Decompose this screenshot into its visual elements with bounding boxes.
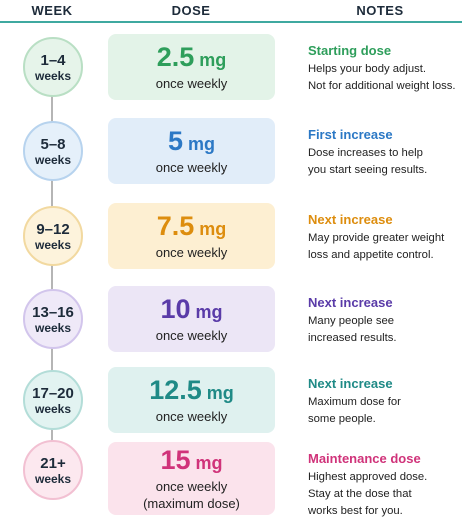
dose-box: 15 mg once weekly (maximum dose): [108, 442, 275, 515]
dose-frequency: once weekly: [155, 76, 228, 91]
dose-frequency: once weekly: [155, 479, 228, 494]
timeline: [51, 70, 53, 470]
note-line: Stay at the dose that: [308, 488, 412, 500]
dose-number: 10: [160, 294, 191, 324]
dose-unit: mg: [195, 302, 223, 322]
header-week: WEEK: [31, 3, 73, 18]
dose-number: 15: [160, 445, 191, 475]
week-range: 1–4: [40, 51, 66, 69]
note-line: May provide greater weight: [308, 232, 445, 244]
dose-value: 7.5 mg: [157, 211, 227, 244]
week-unit: weeks: [34, 152, 72, 167]
week-circle: 9–12 weeks: [23, 206, 83, 266]
dose-number: 5: [167, 126, 184, 156]
note-title: Next increase: [308, 295, 393, 310]
note-line: loss and appetite control.: [308, 249, 434, 261]
week-unit: weeks: [34, 237, 72, 252]
dose-unit: mg: [206, 383, 234, 403]
header-notes: NOTES: [356, 3, 404, 18]
note-line: you start seeing results.: [308, 164, 428, 176]
week-circle: 13–16 weeks: [23, 289, 83, 349]
note-line: Many people see: [308, 315, 395, 327]
week-unit: weeks: [34, 320, 72, 335]
note-line: some people.: [308, 413, 376, 425]
note-line: works best for you.: [308, 505, 403, 517]
dose-value: 2.5 mg: [157, 42, 227, 75]
week-unit: weeks: [34, 401, 72, 416]
note-title: Next increase: [308, 376, 393, 391]
note-title: Maintenance dose: [308, 451, 421, 466]
note-title: Starting dose: [308, 43, 392, 58]
week-circle: 17–20 weeks: [23, 370, 83, 430]
note: Next increase May provide greater weight l…: [308, 211, 462, 264]
dose-frequency: once weekly: [155, 409, 228, 424]
dose-unit: mg: [188, 134, 216, 154]
dose-number: 12.5: [149, 375, 202, 405]
week-range: 17–20: [32, 384, 74, 402]
dose-unit: mg: [199, 50, 227, 70]
week-range: 5–8: [40, 135, 66, 153]
note: Maintenance dose Highest approved dose. St…: [308, 450, 462, 517]
dose-value: 5 mg: [168, 126, 215, 159]
dose-extra: (maximum dose): [143, 496, 240, 511]
week-circle: 21+ weeks: [23, 440, 83, 500]
note-title: First increase: [308, 127, 393, 142]
note: Starting dose Helps your body adjust. Not …: [308, 42, 462, 95]
note: Next increase Many people see increased re…: [308, 294, 462, 347]
dose-unit: mg: [199, 219, 227, 239]
dose-box: 5 mg once weekly: [108, 118, 275, 184]
note: First increase Dose increases to help you …: [308, 126, 462, 179]
week-circle: 1–4 weeks: [23, 37, 83, 97]
week-range: 9–12: [36, 220, 70, 238]
note: Next increase Maximum dose for some people…: [308, 375, 462, 428]
note-line: Highest approved dose.: [308, 471, 428, 483]
header-dose: DOSE: [171, 3, 211, 18]
week-circle: 5–8 weeks: [23, 121, 83, 181]
header-rule: [0, 21, 462, 23]
note-line: Dose increases to help: [308, 147, 423, 159]
dose-number: 2.5: [156, 42, 195, 72]
dose-box: 7.5 mg once weekly: [108, 203, 275, 269]
dose-value: 10 mg: [160, 294, 222, 327]
dose-box: 10 mg once weekly: [108, 286, 275, 352]
note-line: Helps your body adjust.: [308, 63, 427, 75]
dose-box: 2.5 mg once weekly: [108, 34, 275, 100]
note-line: Maximum dose for: [308, 396, 401, 408]
dose-value: 15 mg: [160, 445, 222, 478]
note-line: increased results.: [308, 332, 397, 344]
dose-number: 7.5: [156, 211, 195, 241]
dose-unit: mg: [195, 453, 223, 473]
dose-frequency: once weekly: [155, 245, 228, 260]
week-unit: weeks: [34, 471, 72, 486]
dose-frequency: once weekly: [155, 160, 228, 175]
dose-value: 12.5 mg: [149, 375, 234, 408]
note-line: Not for additional weight loss.: [308, 80, 456, 92]
week-range: 13–16: [32, 303, 74, 321]
note-title: Next increase: [308, 212, 393, 227]
week-range: 21+: [40, 454, 66, 472]
dose-frequency: once weekly: [155, 328, 228, 343]
week-unit: weeks: [34, 68, 72, 83]
dose-box: 12.5 mg once weekly: [108, 367, 275, 433]
